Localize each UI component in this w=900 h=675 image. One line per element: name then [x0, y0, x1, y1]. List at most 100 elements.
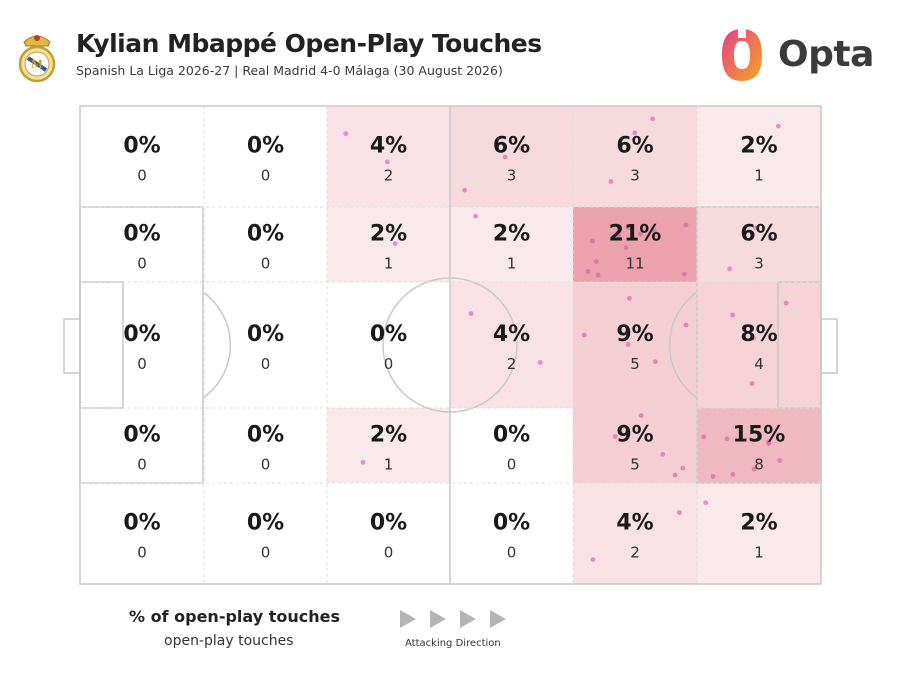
- zone-percent-label: 0%: [123, 134, 160, 159]
- zone-percent-label: 2%: [370, 423, 407, 448]
- heatmap-zone: [573, 282, 697, 408]
- touch-dot: [660, 451, 666, 457]
- zone-percent-label: 6%: [740, 222, 777, 247]
- svg-text:M: M: [31, 58, 43, 71]
- zone-percent-label: 0%: [247, 134, 284, 159]
- touch-dot: [593, 259, 599, 265]
- zones-layer: [327, 106, 821, 584]
- touch-dot: [638, 413, 644, 418]
- zone-count-label: 1: [384, 456, 394, 474]
- page-subtitle: Spanish La Liga 2026-27 | Real Madrid 4-…: [76, 63, 503, 78]
- touch-dot: [730, 471, 736, 477]
- zone-percent-label: 0%: [247, 322, 284, 347]
- attacking-direction-label: Attacking Direction: [405, 638, 501, 649]
- zone-count-label: 0: [261, 544, 271, 562]
- touch-dot: [473, 213, 478, 219]
- zone-percent-label: 0%: [493, 423, 530, 448]
- heatmap-zone: [327, 207, 450, 282]
- touch-dot: [343, 131, 349, 137]
- touch-dot: [783, 300, 789, 306]
- touch-dot: [751, 466, 757, 472]
- touch-dot: [727, 266, 733, 272]
- touch-dot: [502, 154, 508, 160]
- heatmap-zone: [450, 207, 573, 282]
- zone-count-label: 3: [630, 167, 640, 185]
- zone-count-label: 0: [261, 167, 271, 185]
- zone-percent-label: 21%: [609, 222, 662, 247]
- heatmap-zone: [697, 106, 821, 207]
- touch-dot: [677, 510, 682, 515]
- zone-count-label: 5: [630, 456, 640, 474]
- touch-dot: [623, 245, 629, 251]
- zone-count-label: 0: [137, 544, 147, 562]
- touch-dot: [595, 272, 601, 278]
- zone-percent-label: 9%: [616, 322, 653, 347]
- zone-percent-label: 0%: [123, 423, 160, 448]
- touch-dot: [749, 381, 755, 386]
- heatmap-zone: [697, 408, 821, 483]
- zone-count-label: 11: [625, 255, 644, 273]
- zone-percent-label: 2%: [370, 222, 407, 247]
- zone-percent-label: 2%: [740, 511, 777, 536]
- zone-percent-label: 4%: [370, 134, 407, 159]
- play-triangle-icon: [490, 610, 506, 628]
- zone-percent-label: 0%: [247, 511, 284, 536]
- zone-percent-label: 9%: [616, 423, 653, 448]
- zone-percent-label: 0%: [247, 222, 284, 247]
- heatmap-zone: [697, 282, 821, 408]
- play-triangle-icon: [400, 610, 416, 628]
- touch-dot: [766, 441, 772, 446]
- zone-count-label: 2: [384, 167, 394, 185]
- zone-percent-label: 0%: [247, 423, 284, 448]
- heatmap-zone: [573, 106, 697, 207]
- zone-count-label: 0: [261, 255, 271, 273]
- touch-dot: [681, 271, 687, 277]
- heatmap-zone: [697, 483, 821, 584]
- zone-count-label: 0: [137, 456, 147, 474]
- zone-count-label: 8: [754, 456, 764, 474]
- touch-dot: [627, 295, 632, 301]
- zone-grid: [80, 106, 821, 584]
- touch-dot: [652, 359, 658, 365]
- opta-logo-icon: [722, 26, 762, 81]
- legend-title: % of open-play touches: [129, 607, 340, 626]
- heatmap-zone: [450, 106, 573, 207]
- touch-dot: [468, 311, 474, 316]
- touch-dot: [608, 179, 614, 184]
- zone-percent-label: 8%: [740, 322, 777, 347]
- zone-count-label: 0: [137, 167, 147, 185]
- zone-count-label: 3: [754, 255, 764, 273]
- touch-dot: [392, 241, 398, 247]
- pitch-lines: [63, 105, 838, 585]
- touch-dot: [751, 335, 756, 341]
- zone-percent-label: 0%: [370, 511, 407, 536]
- zone-count-label: 0: [384, 544, 394, 562]
- zone-percent-label: 4%: [493, 322, 530, 347]
- zone-labels: 0%00%04%26%36%32%10%00%02%12%121%116%30%…: [123, 134, 785, 562]
- zone-percent-label: 15%: [733, 423, 786, 448]
- zone-count-label: 0: [137, 255, 147, 273]
- zone-count-label: 0: [384, 355, 394, 373]
- zone-percent-label: 4%: [616, 511, 653, 536]
- zone-count-label: 0: [137, 355, 147, 373]
- zone-percent-label: 6%: [616, 134, 653, 159]
- zone-count-label: 3: [507, 167, 517, 185]
- play-triangle-icon: [430, 610, 446, 628]
- zone-percent-label: 2%: [740, 134, 777, 159]
- touch-dot: [590, 238, 595, 244]
- touch-dot: [625, 342, 631, 347]
- zone-percent-label: 2%: [493, 222, 530, 247]
- touch-dot: [585, 269, 591, 274]
- touch-dot: [703, 500, 709, 506]
- attacking-direction-arrows: [400, 610, 506, 628]
- heatmap-zone: [573, 408, 697, 483]
- zone-count-label: 1: [754, 544, 764, 562]
- touch-dot: [753, 225, 759, 231]
- touch-dot: [616, 232, 621, 238]
- touch-dot: [777, 458, 783, 463]
- zone-count-label: 1: [754, 167, 764, 185]
- touch-dot: [637, 231, 643, 237]
- page-title: Kylian Mbappé Open-Play Touches: [76, 29, 542, 58]
- legend-subtitle: open-play touches: [164, 633, 294, 649]
